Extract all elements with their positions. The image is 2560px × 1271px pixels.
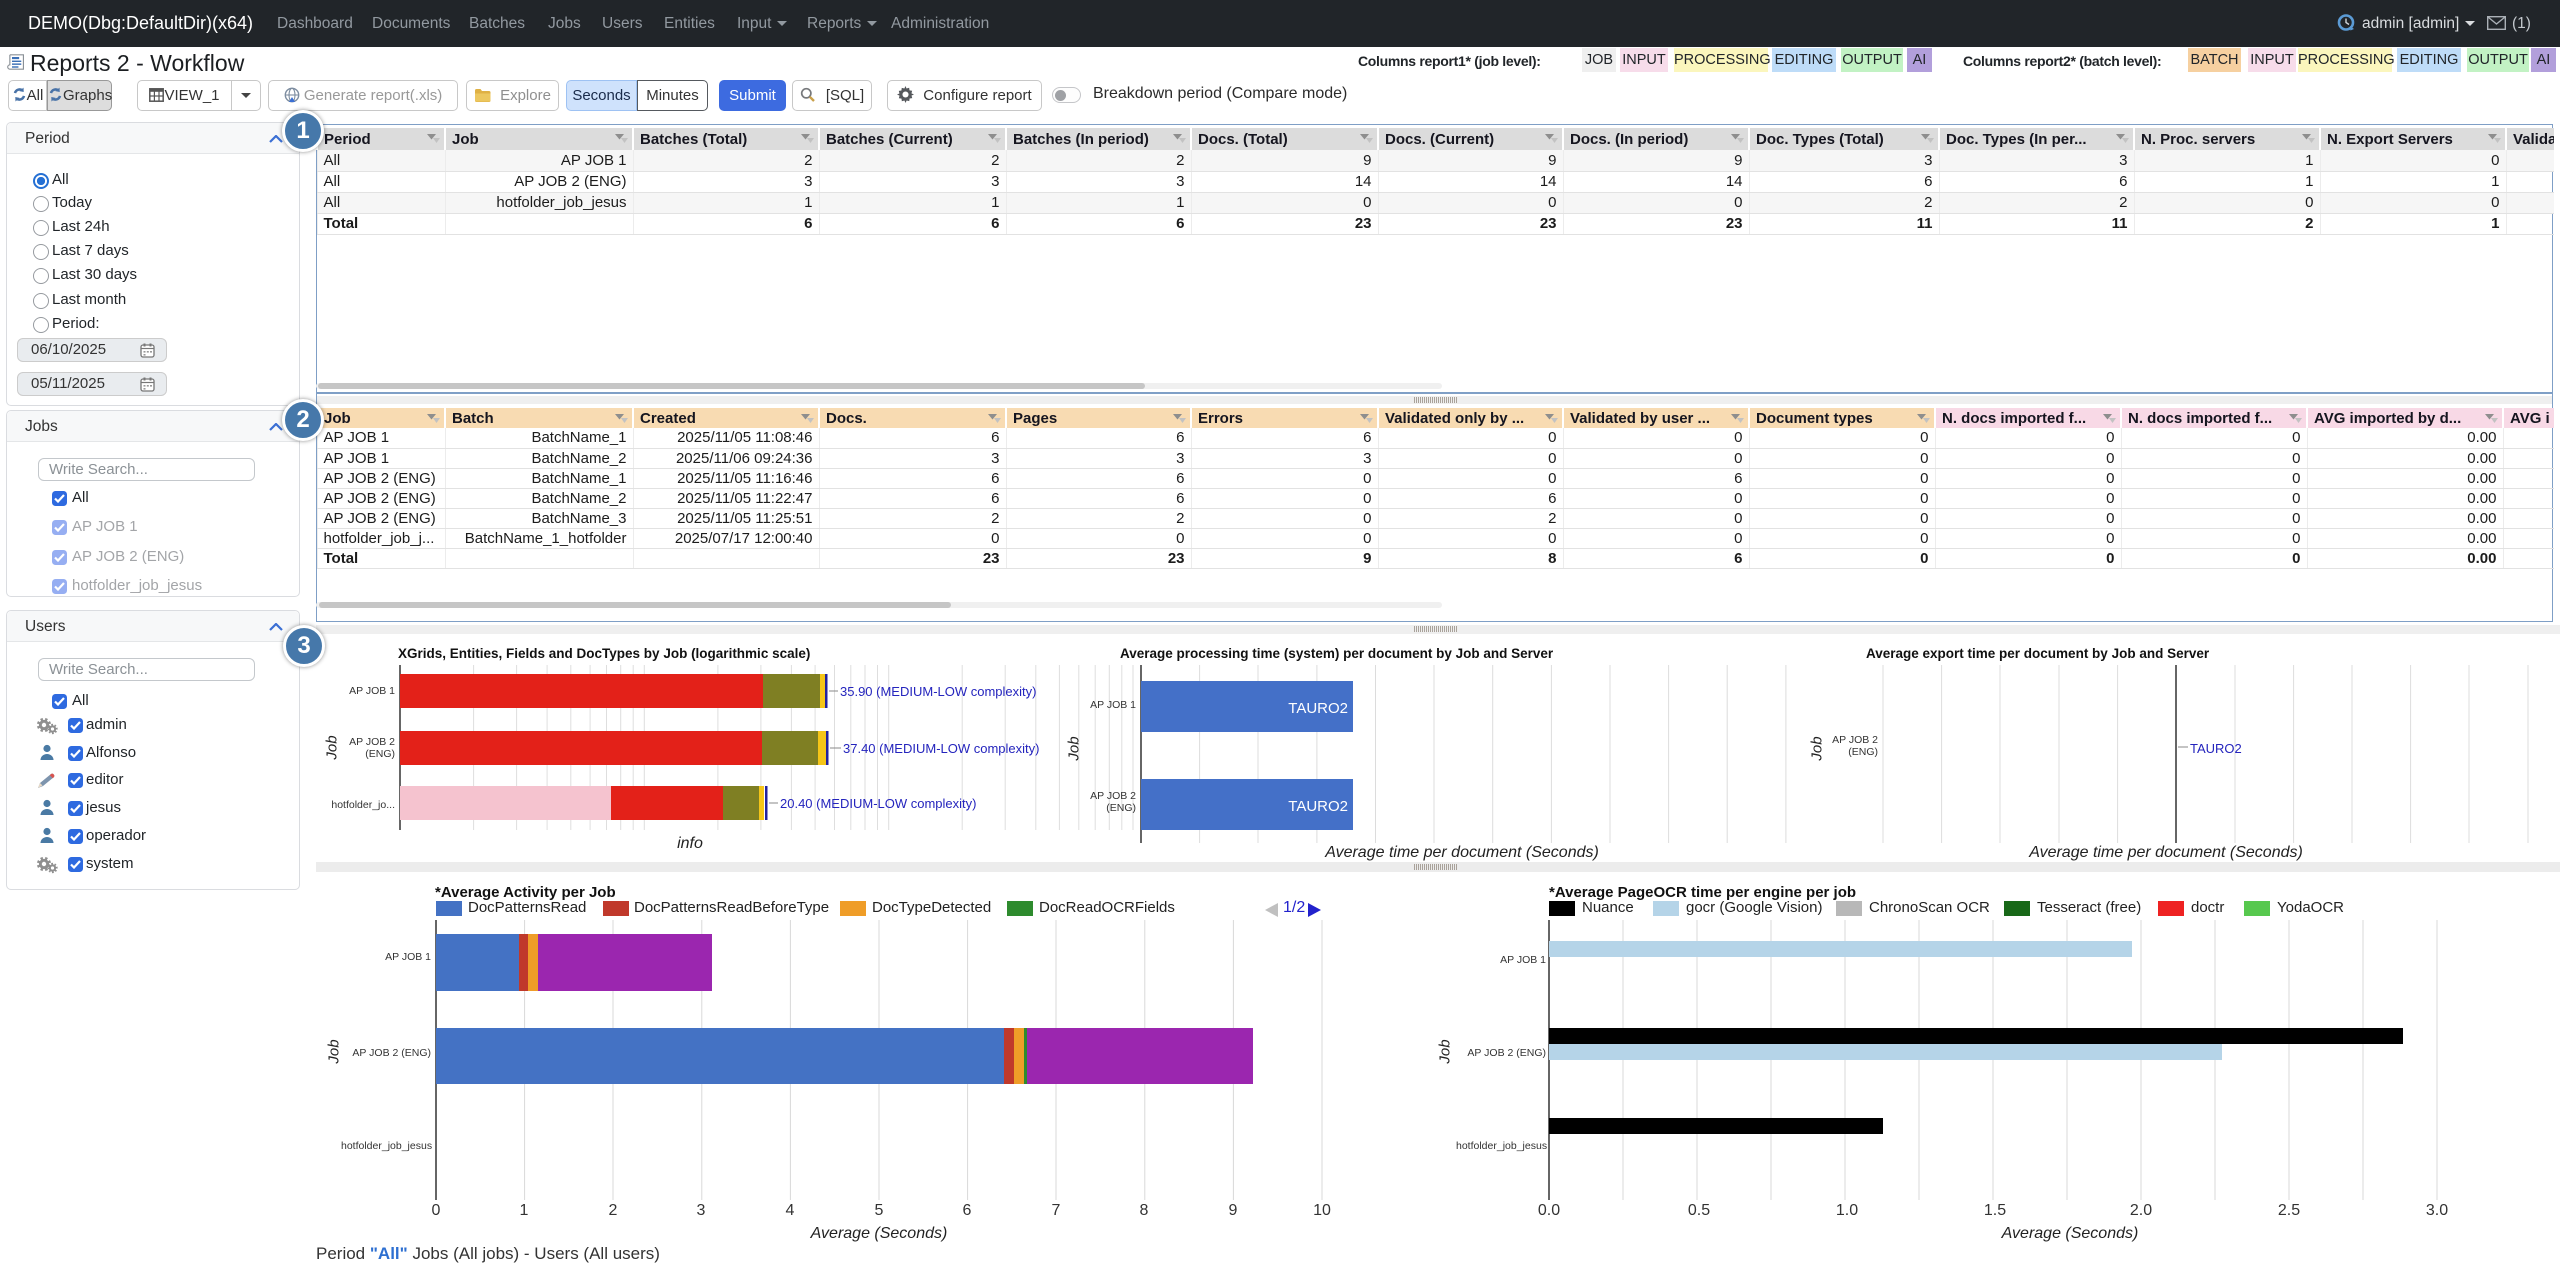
svg-text:TAURO2: TAURO2 — [1288, 700, 1348, 717]
svg-text:37.40 (MEDIUM-LOW complexity): 37.40 (MEDIUM-LOW complexity) — [843, 741, 1039, 756]
svg-text:TAURO2: TAURO2 — [2190, 741, 2242, 756]
svg-text:20.40 (MEDIUM-LOW complexity): 20.40 (MEDIUM-LOW complexity) — [780, 796, 976, 811]
svg-text:35.90 (MEDIUM-LOW complexity): 35.90 (MEDIUM-LOW complexity) — [840, 684, 1036, 699]
svg-text:TAURO2: TAURO2 — [1288, 798, 1348, 815]
